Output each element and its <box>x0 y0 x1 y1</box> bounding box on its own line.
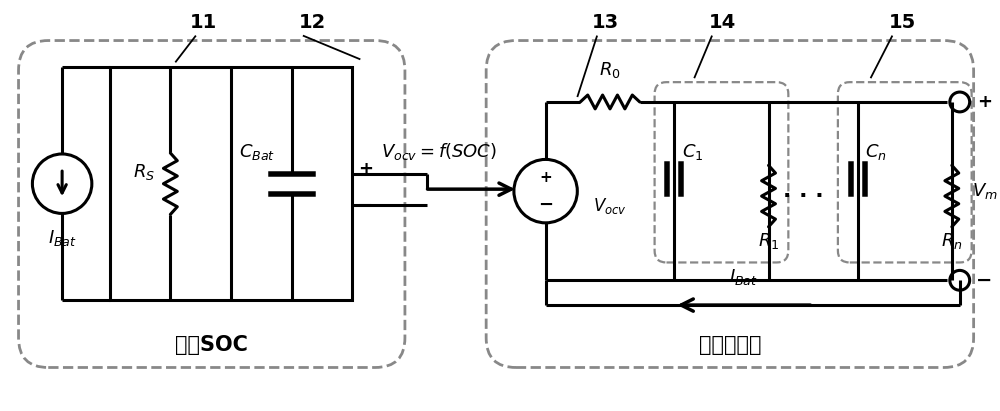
Text: $R_S$: $R_S$ <box>133 162 155 182</box>
Text: $V_{ocv}=f(SOC)$: $V_{ocv}=f(SOC)$ <box>381 141 497 162</box>
Text: +: + <box>539 170 552 185</box>
Text: $V_{ocv}$: $V_{ocv}$ <box>593 196 627 216</box>
Text: $C_n$: $C_n$ <box>865 141 886 162</box>
Text: 11: 11 <box>190 13 217 32</box>
Bar <box>110 67 352 300</box>
Text: 12: 12 <box>299 13 326 32</box>
Text: 14: 14 <box>708 13 736 32</box>
Text: −: − <box>538 196 553 213</box>
Text: $V_m$: $V_m$ <box>972 181 997 201</box>
Text: −: − <box>357 196 373 215</box>
Text: +: + <box>358 160 373 178</box>
Text: 13: 13 <box>591 13 619 32</box>
Text: 电池SOC: 电池SOC <box>175 335 248 355</box>
Text: 15: 15 <box>889 13 916 32</box>
Text: +: + <box>977 93 992 111</box>
Text: $R_1$: $R_1$ <box>758 231 779 251</box>
Text: 电池端电压: 电池端电压 <box>699 335 761 355</box>
Text: $R_n$: $R_n$ <box>941 231 963 251</box>
Text: −: − <box>976 271 993 290</box>
Text: $C_{Bat}$: $C_{Bat}$ <box>239 142 275 162</box>
Text: $R_0$: $R_0$ <box>599 60 621 80</box>
Text: $C_1$: $C_1$ <box>682 141 703 162</box>
Text: . . .: . . . <box>783 181 824 201</box>
Text: $I_{Bat}$: $I_{Bat}$ <box>48 228 77 248</box>
Text: $I_{Bat}$: $I_{Bat}$ <box>729 267 758 287</box>
